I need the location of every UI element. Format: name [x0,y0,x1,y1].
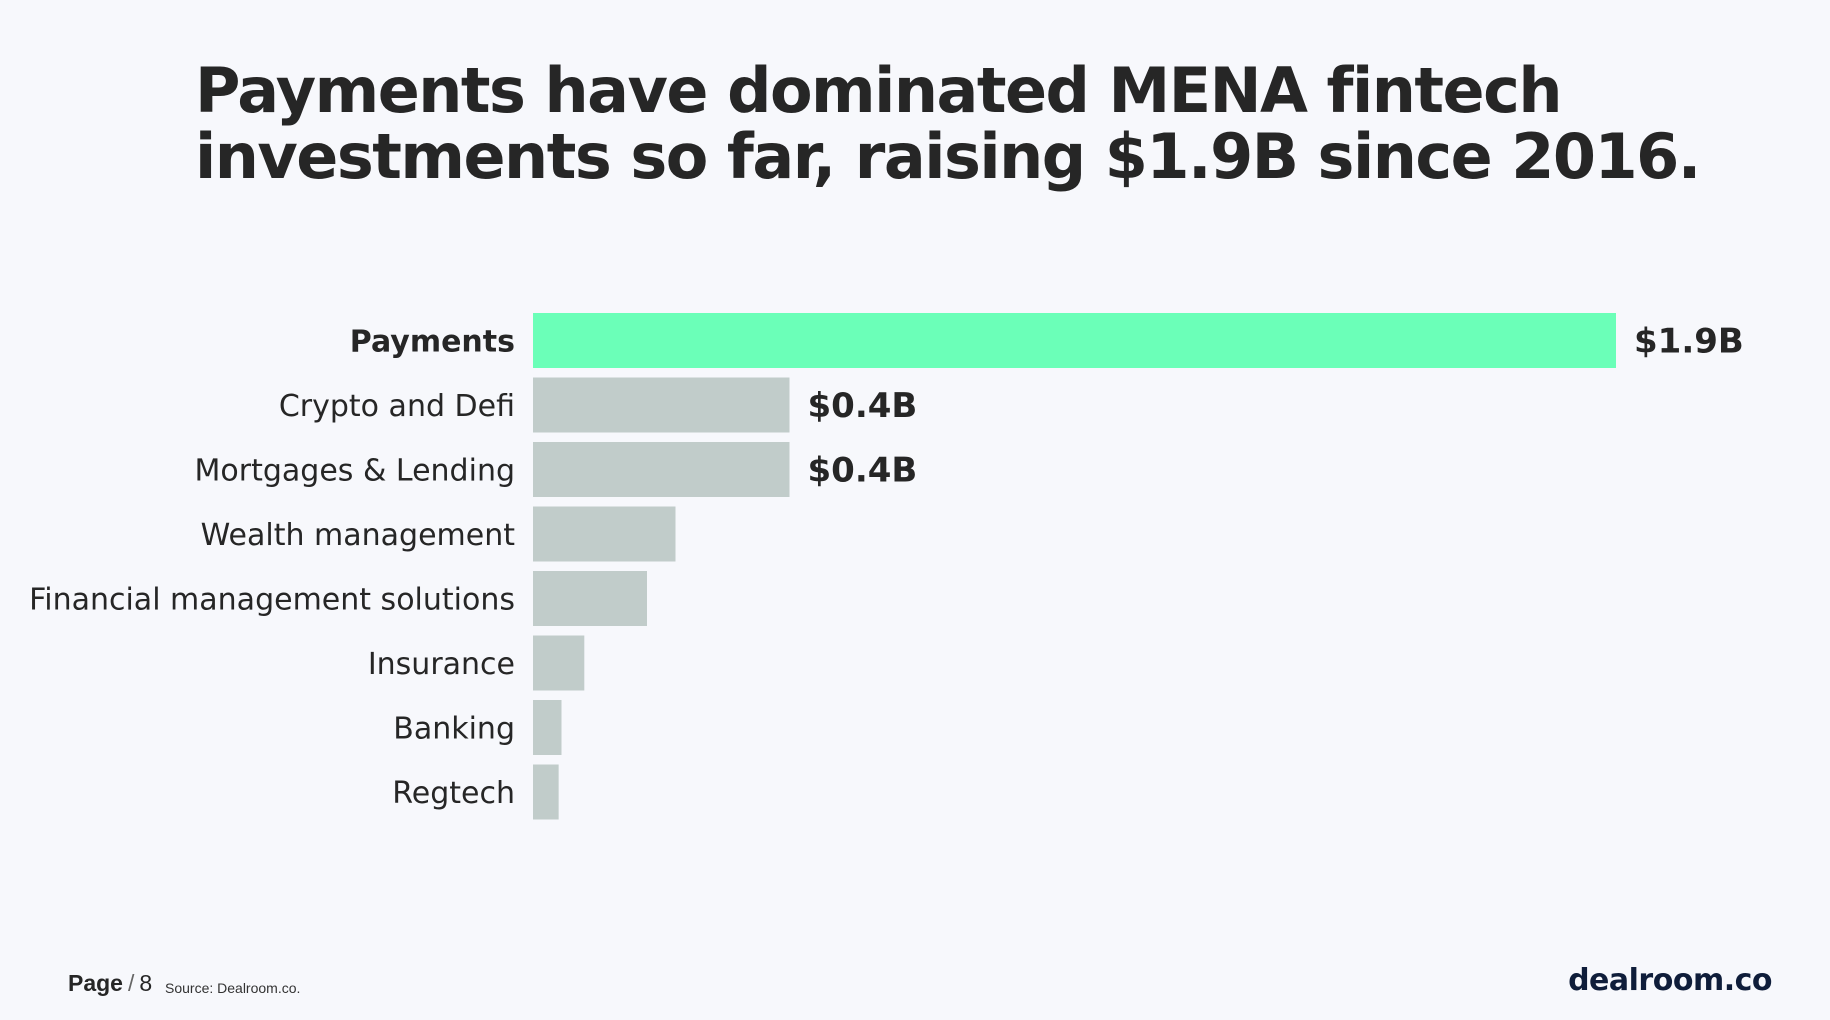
bar [533,571,647,626]
bar-highlight [533,313,1616,368]
category-label: Wealth management [201,518,516,553]
category-label: Payments [350,325,515,360]
bar [533,635,585,691]
category-label: Financial management solutions [29,583,515,618]
category-label: Crypto and Defi [279,389,515,424]
page-label: Page [68,970,123,996]
page-title: Payments have dominated MENA fintech inv… [195,58,1755,190]
source-note: Source: Dealroom.co. [165,980,301,996]
bar [533,506,676,562]
value-label: $0.4B [808,386,918,426]
bar [533,442,790,497]
bar [533,700,562,755]
dealroom-logo: dealroom.co [1568,963,1772,998]
bar-chart: Payments $1.9B Crypto and Defi $0.4B Mortgag… [0,300,1830,840]
bar-chart-svg: Payments $1.9B Crypto and Defi $0.4B Mortgag… [29,313,1744,820]
page-indicator: Page/8 [68,970,152,997]
page-number: 8 [139,970,153,996]
bar [533,764,559,820]
value-label: $0.4B [808,451,918,491]
title-line-1: Payments have dominated MENA fintech [195,54,1562,127]
category-label: Insurance [368,647,515,682]
category-label: Mortgages & Lending [195,454,515,489]
page-separator: / [127,970,135,996]
value-label: $1.9B [1634,322,1744,362]
bar [533,377,790,433]
category-label: Banking [393,712,515,747]
title-line-2: investments so far, raising $1.9B since … [195,120,1701,193]
category-label: Regtech [392,776,515,811]
